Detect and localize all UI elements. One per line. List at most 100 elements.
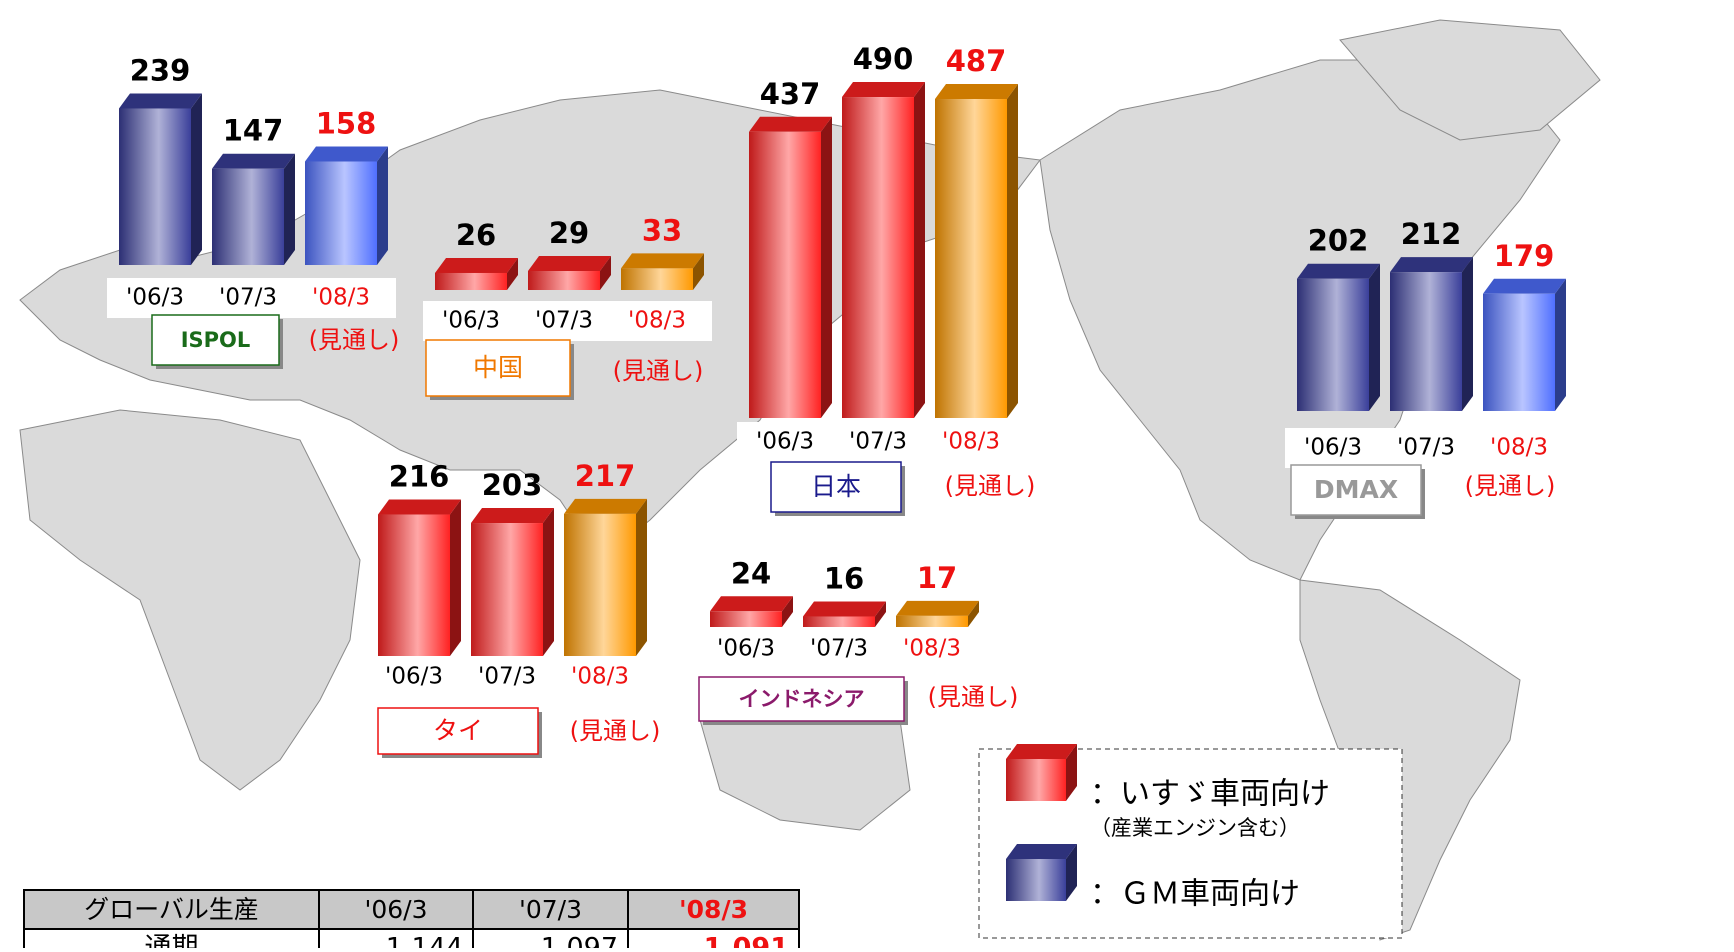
name-box [1290, 464, 1422, 516]
table-cell-text: 通期 [145, 933, 199, 949]
label-bg [698, 629, 987, 669]
table-header: グローバル生産 [84, 895, 259, 924]
value-label: 239 [130, 53, 191, 87]
name-box [698, 676, 905, 722]
value-label: 17 [917, 561, 957, 595]
value-label: 179 [1494, 239, 1555, 273]
name-box [151, 314, 280, 366]
value-label: 216 [389, 460, 450, 494]
bar-top [564, 498, 647, 514]
bar-top [305, 146, 388, 162]
bar-side [543, 508, 554, 656]
value-label: 202 [1308, 224, 1369, 258]
bar-top [212, 153, 295, 169]
bar-top [1297, 263, 1380, 279]
bar-top [803, 601, 886, 617]
bar-side [693, 253, 704, 290]
bar [212, 168, 284, 265]
bar-top [749, 116, 832, 132]
bar-side [1462, 257, 1473, 411]
x-tick-label: '06/3 [756, 429, 814, 455]
bar [1297, 278, 1369, 411]
legend-swatch-top [1006, 844, 1077, 859]
bar [378, 514, 450, 656]
bar-side [875, 601, 886, 627]
name-box [425, 339, 571, 397]
value-label: 490 [853, 42, 914, 76]
x-tick-label: '07/3 [849, 429, 907, 455]
x-tick-label: '07/3 [810, 636, 868, 662]
value-label: 16 [824, 562, 864, 596]
forecast-note: (見通し) [309, 326, 400, 354]
x-tick-label: '06/3 [442, 308, 500, 334]
legend-label: ：ＧＭ車両向け [1090, 877, 1300, 912]
x-tick-label: '08/3 [903, 636, 961, 662]
bar [528, 271, 600, 290]
bar-side [600, 256, 611, 290]
legend-swatch-side [1066, 744, 1077, 801]
legend-sublabel: （産業エンジン含む） [1090, 816, 1300, 840]
region-name: タイ [433, 716, 483, 745]
label-bg [737, 422, 1026, 462]
bar-side [191, 93, 202, 265]
forecast-note: (見通し) [1465, 472, 1556, 500]
x-tick-label: '07/3 [219, 285, 277, 311]
x-tick-label: '08/3 [628, 308, 686, 334]
x-tick-label: '07/3 [478, 664, 536, 690]
bar-top [119, 93, 202, 109]
x-tick-label: '08/3 [942, 429, 1000, 455]
table-header-cell [318, 889, 474, 930]
bar [896, 615, 968, 627]
value-label: 29 [549, 216, 589, 250]
bar-side [1007, 84, 1018, 418]
bar-top [710, 596, 793, 612]
region-name: インドネシア [739, 687, 865, 711]
x-tick-label: '06/3 [1304, 435, 1362, 461]
bar [803, 616, 875, 627]
x-tick-label: '06/3 [126, 285, 184, 311]
label-bg [1285, 428, 1574, 468]
label-bg [366, 657, 655, 697]
legend-swatch-top [1006, 744, 1077, 759]
value-label: 203 [482, 468, 543, 502]
table-header: '08/3 [679, 895, 748, 924]
x-tick-label: '07/3 [1397, 435, 1455, 461]
bar [1483, 293, 1555, 411]
bar-top [471, 508, 554, 524]
bar-side [284, 153, 295, 265]
bar-top [621, 253, 704, 269]
x-tick-label: '06/3 [717, 636, 775, 662]
forecast-note: (見通し) [613, 357, 704, 385]
value-label: 437 [760, 77, 821, 111]
bar-top [528, 256, 611, 272]
value-label: 212 [1401, 217, 1462, 251]
legend-label: ：いすゞ車両向け [1090, 777, 1330, 812]
bar-side [821, 116, 832, 418]
label-bg [107, 278, 396, 318]
name-box [377, 707, 539, 755]
bar-top [842, 82, 925, 98]
bar [305, 161, 377, 265]
bar-side [636, 498, 647, 656]
legend-swatch [1006, 859, 1066, 901]
bar [471, 523, 543, 656]
bar-side [914, 82, 925, 419]
bar-side [968, 600, 979, 627]
table-header: '06/3 [364, 895, 427, 924]
table-header: '07/3 [519, 895, 582, 924]
label-bg [423, 301, 712, 341]
bar [119, 108, 191, 265]
table-cell-text: 1,091 [704, 933, 789, 949]
x-tick-label: '06/3 [385, 664, 443, 690]
x-tick-label: '08/3 [571, 664, 629, 690]
bar [710, 611, 782, 627]
table-header-cell [23, 889, 320, 930]
bar [435, 272, 507, 290]
table-cell-text: 1,097 [541, 933, 618, 949]
region-name: ISPOL [181, 328, 251, 352]
bar [564, 513, 636, 656]
bar-side [450, 499, 461, 656]
value-label: 158 [316, 107, 377, 141]
